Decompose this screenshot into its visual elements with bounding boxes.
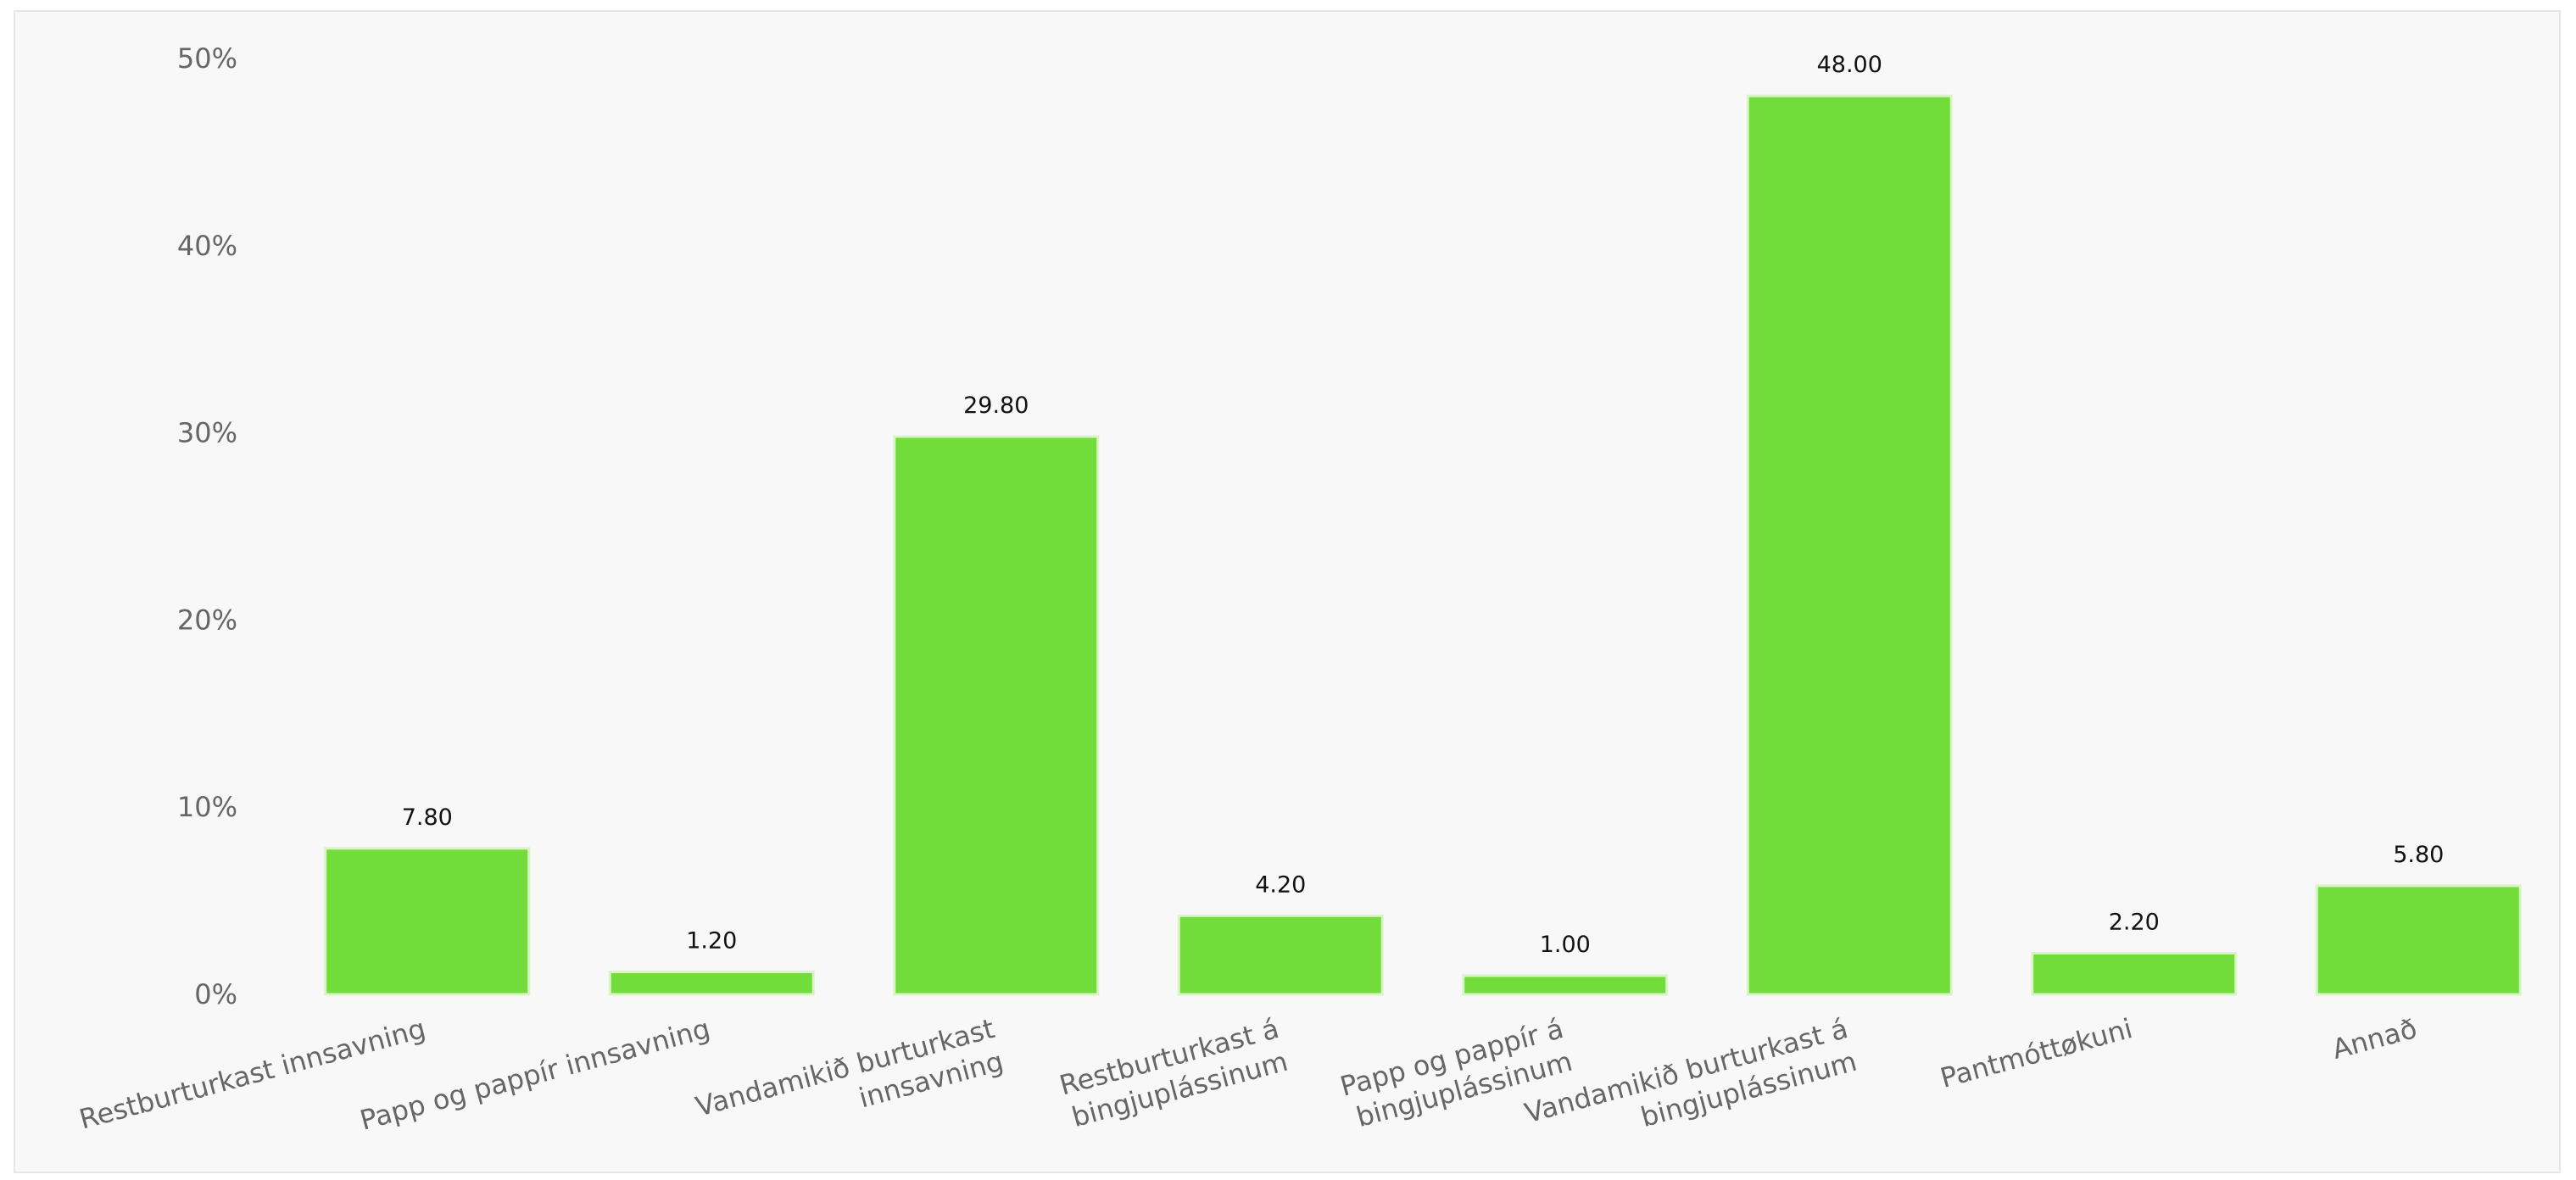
bars	[324, 94, 2522, 996]
bar-value-label: 2.20	[2109, 909, 2160, 935]
x-category-label: Vandamikið burturkast ábingjuplássinum	[1521, 1012, 1860, 1162]
bar-value-label: 1.00	[1540, 932, 1591, 958]
x-category-label-line: Pantmóttøkuni	[1937, 1012, 2136, 1094]
y-tick-label: 20%	[177, 604, 237, 636]
y-tick-label: 30%	[177, 417, 237, 449]
bar-value-label: 29.80	[963, 392, 1029, 419]
bar[interactable]	[608, 971, 815, 996]
bar[interactable]	[324, 847, 531, 996]
chart-panel: 0% 10% 20% 30% 40% 50% 7.80 1.20 29.80 4.20 1.00 4…	[14, 10, 2561, 1173]
bar-value-label: 5.80	[2393, 842, 2444, 868]
x-category-label: Vandamikið burturkastinnsavning	[692, 1012, 1006, 1155]
bar-value-label: 1.20	[686, 928, 737, 955]
x-category-label: Restburturkast ábingjuplássinum	[1057, 1012, 1291, 1134]
y-tick-label: 50%	[177, 42, 237, 75]
y-tick-label: 40%	[177, 230, 237, 262]
bar[interactable]	[2315, 884, 2522, 996]
bar[interactable]	[893, 435, 1100, 996]
value-labels: 7.80 1.20 29.80 4.20 1.00 48.00 2.20 5.80	[402, 52, 2445, 958]
y-axis: 0% 10% 20% 30% 40% 50%	[177, 42, 237, 1010]
y-tick-label: 0%	[194, 978, 237, 1010]
x-category-label-line: Annað	[2328, 1012, 2420, 1066]
y-tick-label: 10%	[177, 791, 237, 823]
bar-value-label: 7.80	[402, 804, 453, 831]
x-category-label: Annað	[2328, 1012, 2420, 1066]
bar[interactable]	[1746, 94, 1953, 996]
bar-chart: 0% 10% 20% 30% 40% 50% 7.80 1.20 29.80 4.20 1.00 4…	[75, 42, 2522, 1162]
bar-value-label: 48.00	[1817, 52, 1882, 78]
bar[interactable]	[1177, 914, 1384, 996]
bar-value-label: 4.20	[1255, 871, 1306, 898]
bar[interactable]	[2031, 951, 2238, 996]
bar[interactable]	[1462, 974, 1669, 996]
x-category-label: Pantmóttøkuni	[1937, 1012, 2136, 1094]
